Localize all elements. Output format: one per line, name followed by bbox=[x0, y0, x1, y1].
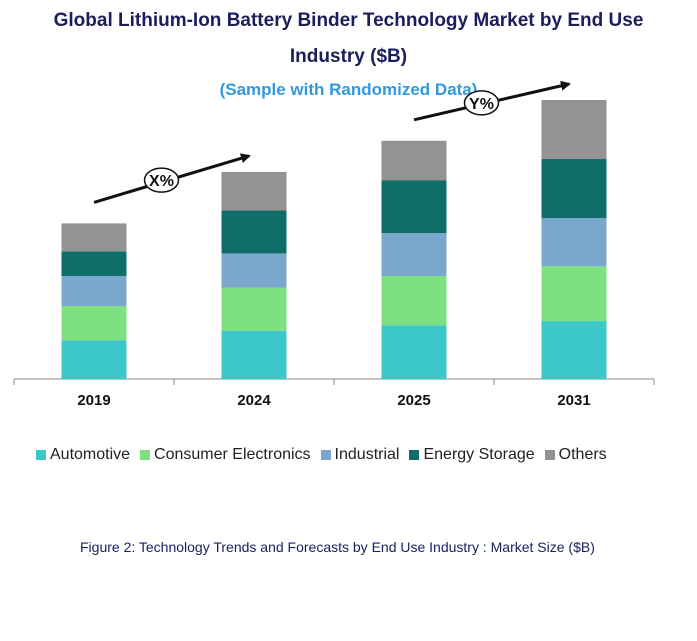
growth-label-1: X% bbox=[149, 173, 174, 190]
legend-swatch-automotive bbox=[36, 450, 46, 460]
bar-segment-consumer-electronics-2031 bbox=[541, 266, 607, 322]
bar-segment-others-2025 bbox=[381, 140, 447, 181]
legend-label-energy-storage: Energy Storage bbox=[423, 446, 535, 463]
bar-segment-industrial-2019 bbox=[61, 275, 127, 307]
bar-segment-automotive-2019 bbox=[61, 340, 127, 379]
legend-swatch-consumer-electronics bbox=[140, 450, 151, 460]
legend-label-others: Others bbox=[558, 446, 607, 463]
bar-segment-others-2031 bbox=[541, 100, 607, 160]
bar-segment-energy-storage-2031 bbox=[541, 159, 607, 219]
figure-caption: Figure 2: Technology Trends and Forecast… bbox=[80, 539, 595, 555]
growth-label-bubble-1 bbox=[143, 167, 180, 193]
legend-item-consumer-electronics: Consumer Electronics bbox=[140, 446, 311, 464]
x-tick-label-2031: 2031 bbox=[557, 392, 590, 409]
legend-swatch-others bbox=[544, 450, 555, 460]
legend-swatch-industrial bbox=[320, 450, 331, 460]
chart-title-line1: Global Lithium-Ion Battery Binder Techno… bbox=[53, 10, 644, 31]
legend-swatch-energy-storage bbox=[409, 450, 420, 460]
bar-segment-energy-storage-2019 bbox=[61, 251, 127, 276]
chart-title-line2: Industry ($B) bbox=[289, 46, 408, 67]
chart-subtitle: (Sample with Randomized Data) bbox=[219, 80, 478, 99]
bar-segment-energy-storage-2024 bbox=[221, 210, 287, 254]
x-tick-label-2025: 2025 bbox=[397, 392, 430, 409]
legend-item-automotive: Automotive bbox=[36, 446, 130, 464]
bar-segment-others-2019 bbox=[61, 223, 127, 252]
growth-label-bubble-2 bbox=[463, 90, 500, 116]
growth-label-2: Y% bbox=[469, 96, 494, 113]
x-tick-label-2024: 2024 bbox=[237, 392, 271, 409]
bar-segment-industrial-2024 bbox=[221, 253, 287, 288]
bar-segment-automotive-2031 bbox=[541, 321, 607, 379]
bar-segment-energy-storage-2025 bbox=[381, 180, 447, 234]
chart-legend: Automotive Consumer Electronics Industrial… bbox=[36, 446, 617, 464]
bar-segment-consumer-electronics-2024 bbox=[221, 287, 287, 331]
bar-segment-others-2024 bbox=[221, 171, 287, 211]
legend-label-industrial: Industrial bbox=[334, 446, 400, 463]
legend-item-others: Others bbox=[544, 446, 607, 464]
legend-item-energy-storage: Energy Storage bbox=[409, 446, 535, 464]
bar-segment-consumer-electronics-2019 bbox=[61, 306, 127, 341]
bar-segment-automotive-2024 bbox=[221, 330, 287, 379]
bar-segment-automotive-2025 bbox=[381, 325, 447, 379]
bar-segment-consumer-electronics-2025 bbox=[381, 275, 447, 326]
legend-item-industrial: Industrial bbox=[320, 446, 400, 464]
x-tick-label-2019: 2019 bbox=[77, 392, 110, 409]
stacked-bar-chart: 2019 2024 2025 2031 X% Y% bbox=[13, 80, 655, 409]
bar-segment-industrial-2025 bbox=[381, 233, 447, 276]
legend-label-automotive: Automotive bbox=[50, 446, 131, 463]
bar-segment-industrial-2031 bbox=[541, 218, 607, 267]
legend-label-consumer-electronics: Consumer Electronics bbox=[154, 446, 311, 463]
